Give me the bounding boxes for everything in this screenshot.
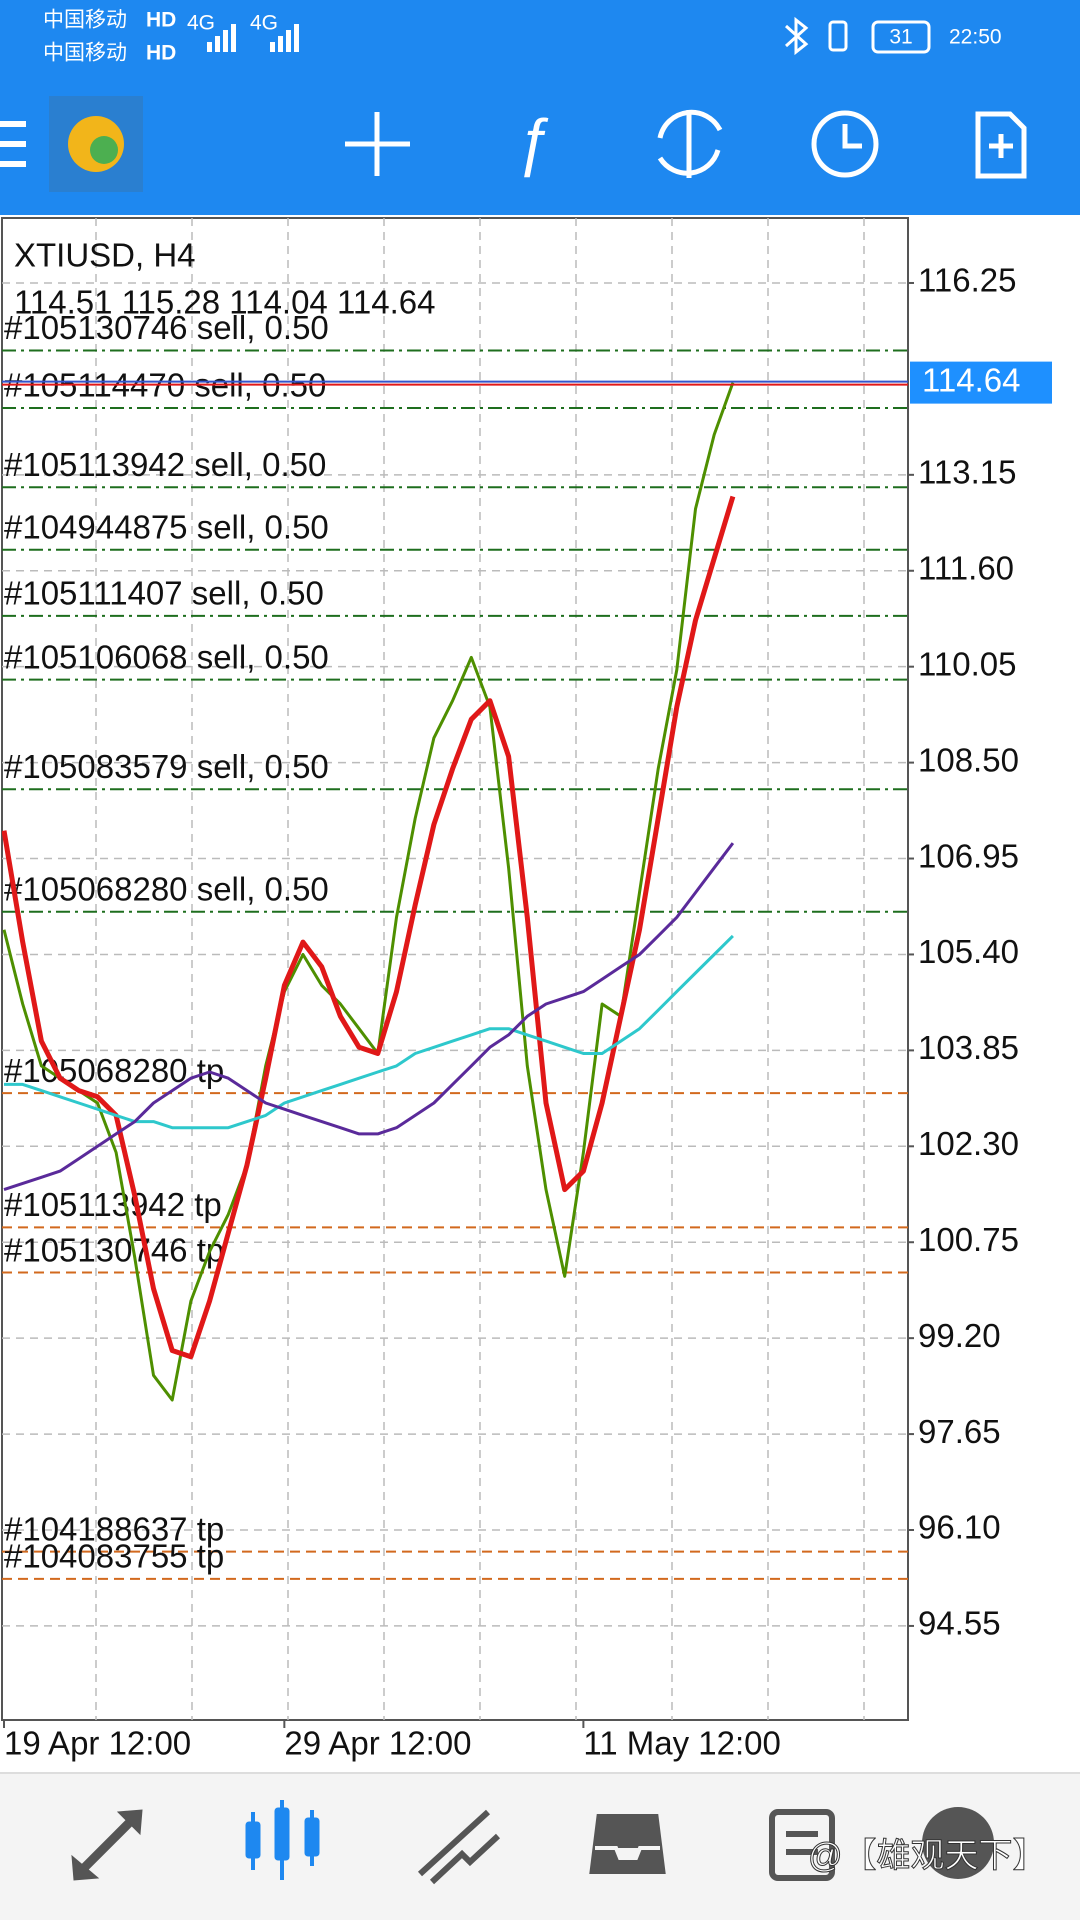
bottom-nav xyxy=(0,1773,1080,1920)
y-tick-label: 99.20 xyxy=(918,1317,1001,1354)
current-price-box xyxy=(910,361,1052,404)
tp-order-label: #105068280 tp xyxy=(4,1052,224,1089)
chart-frame xyxy=(1,217,909,1721)
y-tick-label: 100.75 xyxy=(918,1221,1019,1258)
chart: #105130746 sell, 0.50#105114470 sell, 0.… xyxy=(2,218,1052,1762)
tp-order-label: #104188637 tp xyxy=(4,1510,224,1547)
y-tick-label: 105.40 xyxy=(918,933,1019,970)
moving-average xyxy=(2,495,736,1360)
tp-order-label: #105113942 tp xyxy=(4,1186,222,1223)
clock: 22:50 xyxy=(949,26,1002,49)
sell-order-label: #105111407 sell, 0.50 xyxy=(4,575,324,612)
indicators-button[interactable]: ƒ xyxy=(515,105,551,178)
sell-order-label: #105068280 sell, 0.50 xyxy=(4,870,329,907)
tp-order-label: #104083755 tp xyxy=(4,1538,224,1575)
y-tick-label: 111.60 xyxy=(918,549,1014,586)
vibrate-icon xyxy=(828,20,848,52)
x-tick-label: 19 Apr 12:00 xyxy=(4,1725,191,1762)
period-button[interactable] xyxy=(811,110,879,178)
sell-order-label: #105083579 sell, 0.50 xyxy=(4,748,329,785)
battery-level: 31 xyxy=(889,26,912,49)
ohlc: 114.51 115.28 114.04 114.64 xyxy=(14,284,435,321)
chart-tab[interactable] xyxy=(245,1800,320,1880)
signal-icons xyxy=(207,24,299,52)
quotes-tab[interactable] xyxy=(71,1809,143,1881)
x-tick-label: 11 May 12:00 xyxy=(583,1725,781,1762)
plot-area: #105130746 sell, 0.50#105114470 sell, 0.… xyxy=(2,218,908,1720)
top-bar xyxy=(0,0,1080,215)
y-tick-label: 106.95 xyxy=(918,837,1019,874)
history-tab[interactable] xyxy=(584,1810,671,1878)
sell-order-label: #104944875 sell, 0.50 xyxy=(4,508,329,545)
y-tick-label: 94.55 xyxy=(918,1605,1001,1642)
y-tick-label: 113.15 xyxy=(918,454,1016,491)
y-tick-label: 97.65 xyxy=(918,1413,1001,1450)
network: 4G xyxy=(187,12,215,35)
hd-badge: HD xyxy=(146,42,176,65)
current-price-label: 114.64 xyxy=(922,361,1020,398)
y-tick-label: 116.25 xyxy=(918,262,1016,299)
symbol: XTIUSD, H4 xyxy=(14,237,196,274)
sell-order-label: #105130746 sell, 0.50 xyxy=(4,309,329,346)
y-tick-label: 110.05 xyxy=(918,645,1016,682)
trade-tab[interactable] xyxy=(417,1809,501,1885)
carrier: 中国移动 xyxy=(43,9,127,32)
y-tick-label: 108.50 xyxy=(918,741,1019,778)
menu-button[interactable] xyxy=(0,121,26,167)
x-tick-label: 29 Apr 12:00 xyxy=(284,1725,471,1762)
y-tick-label: 103.85 xyxy=(918,1029,1019,1066)
moving-average xyxy=(4,934,734,1130)
sell-order-label: #105113942 sell, 0.50 xyxy=(4,446,326,483)
moving-average xyxy=(3,842,735,1192)
tp-order-label: #105130746 tp xyxy=(4,1231,224,1268)
news-tab[interactable] xyxy=(769,1809,835,1881)
watermark: @【雄观天下】 xyxy=(808,1837,1047,1875)
bluetooth-icon xyxy=(784,16,809,56)
hd-badge: HD xyxy=(146,9,176,32)
price-line xyxy=(2,382,735,1402)
network: 4G xyxy=(250,12,278,35)
sell-order-label: #105106068 sell, 0.50 xyxy=(4,638,329,675)
y-tick-label: 102.30 xyxy=(918,1125,1019,1162)
y-tick-label: 96.10 xyxy=(918,1509,1001,1546)
trade-button[interactable] xyxy=(657,109,723,178)
new-order-button[interactable] xyxy=(975,111,1027,179)
settings-tab[interactable] xyxy=(922,1807,994,1879)
carrier: 中国移动 xyxy=(43,42,127,65)
app-logo-mark xyxy=(90,136,118,164)
battery-icon xyxy=(871,20,931,54)
crosshair-button[interactable] xyxy=(345,112,410,176)
